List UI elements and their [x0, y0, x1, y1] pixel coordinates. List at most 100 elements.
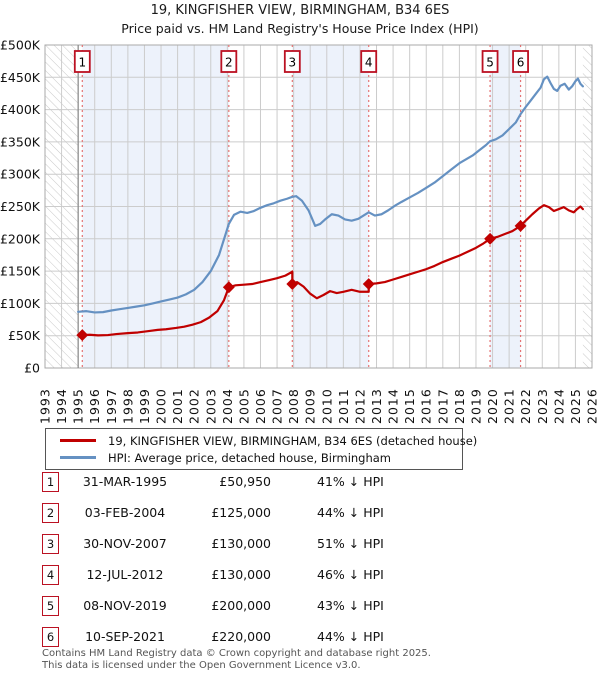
- license-note: Contains HM Land Registry data © Crown c…: [42, 648, 431, 671]
- x-tick-label: 1997: [104, 388, 119, 424]
- chart-legend: 19, KINGFISHER VIEW, BIRMINGHAM, B34 6ES…: [45, 428, 477, 470]
- sale-number-badge: 3: [42, 533, 59, 554]
- x-tick-label: 2002: [187, 388, 202, 424]
- sale-number-badge: 1: [42, 471, 59, 492]
- x-tick-label: 1998: [120, 388, 135, 424]
- sale-number-box: [360, 50, 378, 73]
- x-tick-label: 2026: [585, 388, 600, 424]
- sale-number-badge: 4: [42, 564, 59, 585]
- hpi-line-swatch: [60, 456, 96, 459]
- x-tick-label: 2009: [303, 388, 318, 424]
- x-tick-label: 2001: [170, 388, 185, 424]
- y-tick-label: £400K: [0, 102, 41, 117]
- y-tick-label: £50K: [8, 328, 41, 343]
- y-tick-label: £250K: [0, 199, 41, 214]
- y-tick-label: £200K: [0, 231, 41, 246]
- sale-date: 10-SEP-2021: [85, 629, 165, 644]
- sale-number-box: [512, 50, 529, 73]
- hpi-line: [77, 75, 584, 314]
- sale-number-box: [283, 50, 301, 73]
- x-tick-label: 2006: [253, 388, 268, 424]
- y-tick-label: £0: [24, 361, 40, 376]
- y-tick-label: £450K: [0, 70, 41, 85]
- sale-date: 31-MAR-1995: [82, 474, 168, 489]
- y-tick-label: £300K: [0, 167, 41, 182]
- x-tick-label: 1994: [54, 388, 69, 424]
- sale-price: £200,000: [211, 598, 271, 613]
- sale-date: 12-JUL-2012: [86, 567, 164, 582]
- sale-vs-hpi: 51% ↓ HPI: [317, 536, 384, 551]
- license-line1: Contains HM Land Registry data © Crown c…: [42, 648, 431, 659]
- sale-date: 08-NOV-2019: [83, 598, 167, 613]
- x-tick-label: 1993: [38, 388, 53, 424]
- sale-vs-hpi: 46% ↓ HPI: [317, 567, 384, 582]
- svg-text:5: 5: [486, 56, 494, 70]
- page-subtitle: Price paid vs. HM Land Registry's House …: [121, 21, 479, 36]
- sale-vs-hpi: 43% ↓ HPI: [317, 598, 384, 613]
- sale-price: £130,000: [211, 567, 271, 582]
- x-tick-label: 2000: [154, 388, 169, 424]
- sale-number-badge: 5: [42, 595, 59, 616]
- x-tick-label: 1995: [71, 388, 86, 424]
- price_paid-line: [81, 204, 584, 337]
- sale-price: £220,000: [211, 629, 271, 644]
- sale-vs-hpi: 41% ↓ HPI: [317, 474, 384, 489]
- sale-price: £125,000: [211, 505, 271, 520]
- x-tick-label: 2023: [535, 388, 550, 424]
- sale-price: £130,000: [211, 536, 271, 551]
- x-tick-label: 2016: [419, 388, 434, 424]
- x-tick-label: 2022: [518, 388, 533, 424]
- x-tick-label: 2014: [386, 388, 401, 424]
- legend-row-hpi: HPI: Average price, detached house, Birm…: [52, 449, 456, 466]
- sale-marker: [286, 278, 299, 290]
- x-tick-label: 2005: [236, 388, 251, 424]
- sale-number-box: [73, 50, 91, 73]
- table-row: 6 10-SEP-2021 £220,000 44% ↓ HPI: [0, 621, 600, 652]
- table-row: 5 08-NOV-2019 £200,000 43% ↓ HPI: [0, 590, 600, 621]
- x-tick-label: 2017: [435, 388, 450, 424]
- y-tick-label: £100K: [0, 296, 41, 311]
- legend-row-price-paid: 19, KINGFISHER VIEW, BIRMINGHAM, B34 6ES…: [52, 432, 477, 449]
- license-line2: This data is licensed under the Open Gov…: [42, 659, 361, 671]
- svg-text:4: 4: [365, 56, 373, 70]
- legend-label-hpi: HPI: Average price, detached house, Birm…: [108, 450, 392, 465]
- sale-date: 03-FEB-2004: [84, 505, 166, 520]
- svg-text:6: 6: [517, 56, 525, 70]
- sale-price: £50,950: [219, 474, 271, 489]
- x-tick-label: 2021: [502, 388, 517, 424]
- y-tick-label: £500K: [0, 38, 41, 53]
- sale-date: 30-NOV-2007: [83, 536, 167, 551]
- svg-text:1: 1: [78, 56, 86, 70]
- sale-number-box: [481, 50, 499, 73]
- table-row: 1 31-MAR-1995 £50,950 41% ↓ HPI: [0, 466, 600, 497]
- legend-label-price-paid: 19, KINGFISHER VIEW, BIRMINGHAM, B34 6ES…: [108, 433, 478, 448]
- x-tick-label: 2011: [336, 388, 351, 424]
- x-tick-label: 2020: [485, 388, 500, 424]
- y-tick-label: £150K: [0, 264, 41, 279]
- x-tick-label: 2013: [369, 388, 384, 424]
- y-tick-label: £350K: [0, 134, 41, 149]
- x-tick-label: 2025: [568, 388, 583, 424]
- x-tick-label: 2015: [402, 388, 417, 424]
- x-tick-label: 2010: [319, 388, 334, 424]
- sale-marker: [362, 278, 375, 290]
- x-tick-label: 1999: [137, 388, 152, 424]
- x-tick-label: 2024: [551, 388, 566, 424]
- svg-text:2: 2: [225, 56, 233, 70]
- x-tick-label: 2003: [203, 388, 218, 424]
- x-tick-label: 2004: [220, 388, 235, 424]
- table-row: 4 12-JUL-2012 £130,000 46% ↓ HPI: [0, 559, 600, 590]
- price-chart: 1 2 3 4 5 6 £0 £50K £100K £150K £200K £250K £300K £35…: [0, 38, 600, 425]
- price-paid-line-swatch: [60, 439, 96, 442]
- sale-number-box: [220, 50, 238, 73]
- x-tick-label: 2008: [286, 388, 301, 424]
- x-tick-label: 2019: [468, 388, 483, 424]
- x-tick-label: 2018: [452, 388, 467, 424]
- x-tick-label: 1996: [87, 388, 102, 424]
- sales-table: 1 31-MAR-1995 £50,950 41% ↓ HPI 2 03-FEB…: [0, 466, 600, 652]
- page-title: 19, KINGFISHER VIEW, BIRMINGHAM, B34 6ES: [150, 3, 450, 18]
- sale-vs-hpi: 44% ↓ HPI: [317, 629, 384, 644]
- sale-number-badge: 2: [42, 502, 59, 523]
- table-row: 3 30-NOV-2007 £130,000 51% ↓ HPI: [0, 528, 600, 559]
- x-tick-label: 2012: [352, 388, 367, 424]
